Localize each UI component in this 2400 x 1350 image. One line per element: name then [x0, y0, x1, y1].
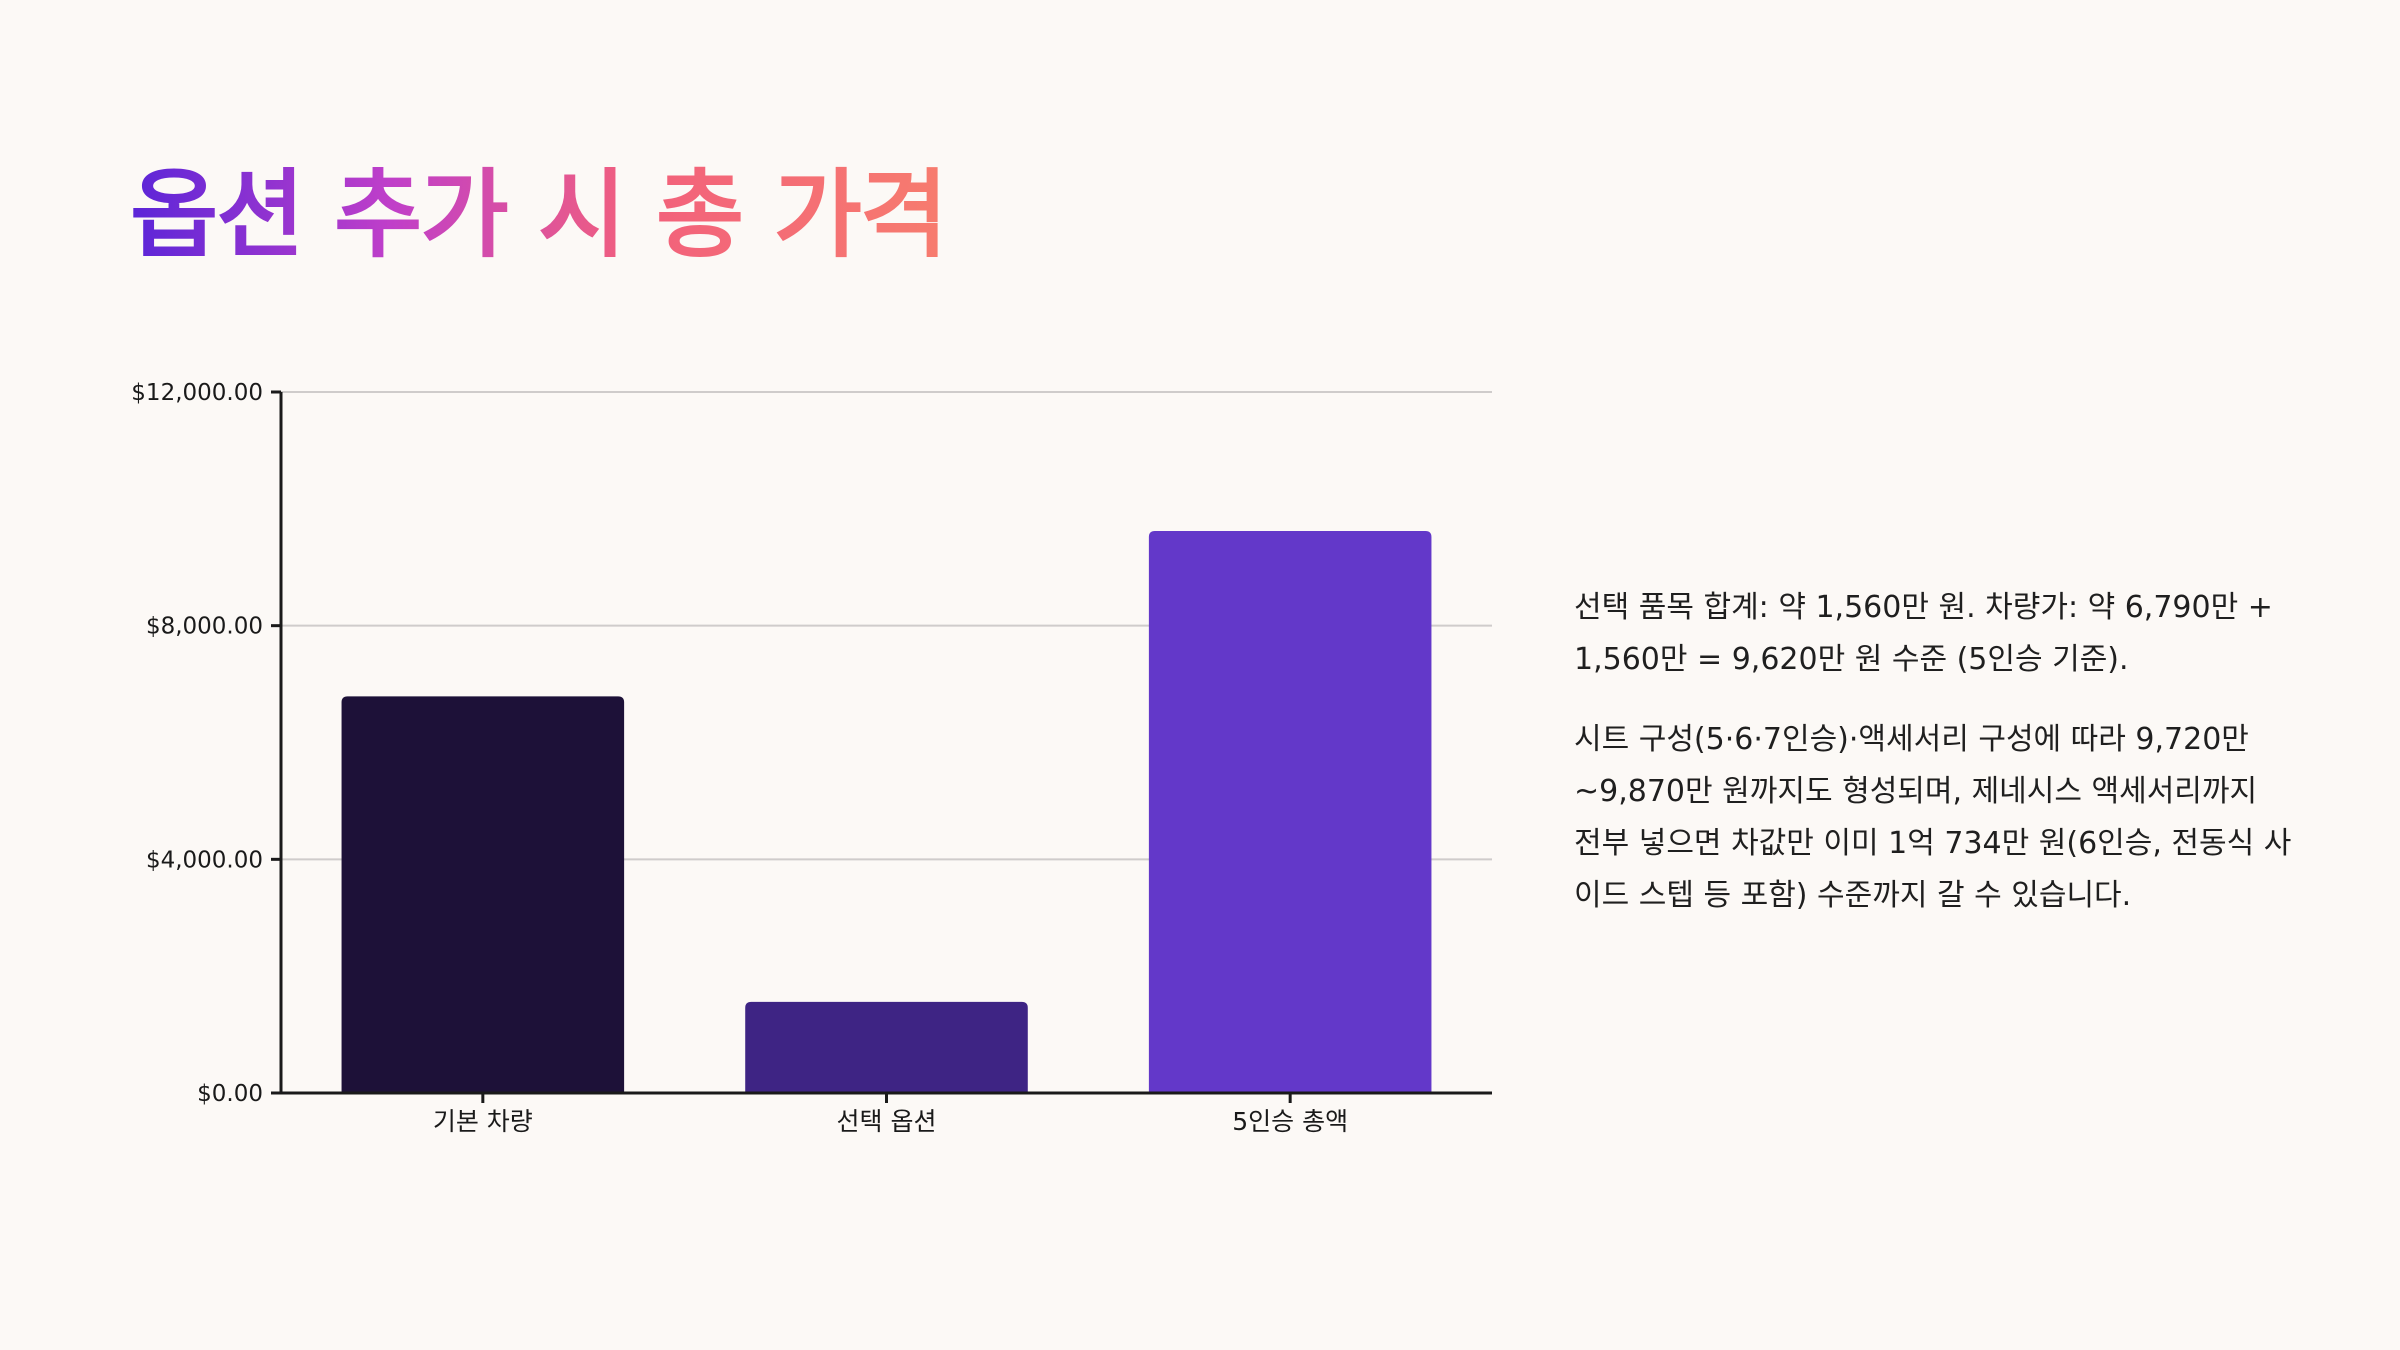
y-tick-label: $12,000.00: [131, 380, 263, 406]
bar: [341, 696, 625, 1093]
notes-paragraph-2: 시트 구성(5·6·7인승)·액세서리 구성에 따라 9,720만~9,870만…: [1574, 722, 2292, 913]
bar-chart: $0.00 $4,000.00 $8,000.00 $12,000.00 기본 차량 선택…: [131, 380, 1492, 1136]
x-tick-label: 선택 옵션: [837, 1107, 937, 1136]
chart-notes: 선택 품목 합계: 약 1,560만 원. 차량가: 약 6,790만 + 1,…: [1574, 582, 2294, 950]
x-tick-label: 5인승 총액: [1232, 1107, 1348, 1136]
y-tick-label: $0.00: [197, 1081, 263, 1107]
slide-title: 옵션 추가 시 총 가격: [130, 158, 948, 273]
notes-paragraph-1: 선택 품목 합계: 약 1,560만 원. 차량가: 약 6,790만 + 1,…: [1574, 590, 2273, 677]
bar-chart-svg: $0.00 $4,000.00 $8,000.00 $12,000.00 기본 차량 선택…: [131, 380, 1492, 1136]
bar: [1148, 531, 1432, 1093]
y-tick-label: $4,000.00: [146, 847, 263, 873]
bar: [745, 1001, 1028, 1093]
x-tick-label: 기본 차량: [433, 1107, 533, 1136]
y-tick-label: $8,000.00: [146, 614, 263, 640]
